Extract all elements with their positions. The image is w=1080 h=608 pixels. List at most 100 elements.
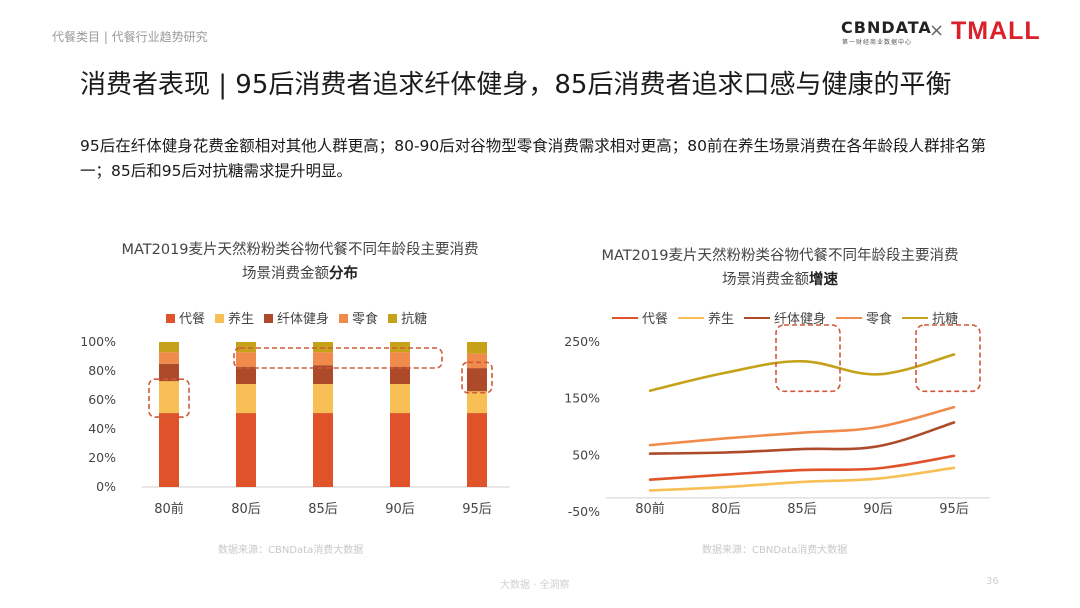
bar-chart-title: MAT2019麦片天然粉粉类谷物代餐不同年龄段主要消费场景消费金额分布 <box>120 238 480 286</box>
legend-label: 代餐 <box>179 312 206 327</box>
bar-segment-抗糖 <box>467 342 487 354</box>
bar-x-tick-label: 85后 <box>308 502 338 517</box>
legend-label: 养生 <box>708 312 735 327</box>
legend-item: 代餐 <box>166 308 205 327</box>
tmall-logo: TMALL <box>951 17 1041 45</box>
legend-label: 零食 <box>866 312 893 327</box>
bar-segment-抗糖 <box>159 342 179 353</box>
line-y-tick-label: 50% <box>572 447 600 462</box>
legend-swatch <box>836 317 863 319</box>
legend-swatch <box>215 314 225 323</box>
legend-swatch <box>744 317 771 319</box>
line-x-tick-label: 90后 <box>863 502 893 517</box>
bar-segment-养生 <box>236 384 256 414</box>
legend-item: 零食 <box>339 308 378 327</box>
bar-segment-零食 <box>236 352 256 367</box>
line-y-tick-label: 250% <box>564 334 600 349</box>
bar-chart-title-main: MAT2019麦片天然粉粉类谷物代餐不同年龄段主要消费场景消费金额 <box>121 242 479 282</box>
line-x-tick-label: 85后 <box>787 502 817 517</box>
bar-x-tick-label: 95后 <box>462 502 492 517</box>
legend-swatch <box>388 314 398 323</box>
bar-segment-养生 <box>467 391 487 414</box>
line-y-tick-label: -50% <box>568 504 600 519</box>
legend-label: 代餐 <box>642 312 669 327</box>
legend-item: 纤体健身 <box>264 308 329 327</box>
bar-segment-代餐 <box>467 413 487 487</box>
bar-x-tick-label: 80后 <box>231 502 261 517</box>
legend-swatch <box>264 314 274 323</box>
line-x-tick-label: 80前 <box>635 501 665 517</box>
bar-y-tick-label: 40% <box>88 421 116 436</box>
bar-segment-代餐 <box>313 413 333 487</box>
bar-segment-代餐 <box>159 413 179 487</box>
bar-highlight-box <box>233 347 443 369</box>
bar-chart-title-bold: 分布 <box>329 266 358 282</box>
legend-item: 纤体健身 <box>744 308 826 327</box>
line-highlight-box <box>775 324 841 393</box>
slide-title: 消费者表现 | 95后消费者追求纤体健身，85后消费者追求口感与健康的平衡 <box>80 70 952 100</box>
logo-separator: × <box>929 20 945 41</box>
line-series-零食 <box>648 405 956 447</box>
legend-swatch <box>166 314 175 323</box>
cbndata-logo-subtitle: 第一财经商业数据中心 <box>842 39 913 46</box>
line-x-tick-label: 80后 <box>711 502 741 517</box>
bar-segment-零食 <box>467 353 487 369</box>
line-chart-title: MAT2019麦片天然粉粉类谷物代餐不同年龄段主要消费场景消费金额增速 <box>600 244 960 292</box>
legend-label: 养生 <box>228 312 255 327</box>
bar-highlight-box <box>461 361 493 394</box>
bar-segment-纤体健身 <box>236 366 256 385</box>
bar-segment-纤体健身 <box>159 363 179 382</box>
slide-footer: 大数据 · 全洞察 <box>500 580 570 591</box>
bar-segment-养生 <box>159 381 179 414</box>
legend-item: 代餐 <box>612 308 668 327</box>
bar-x-tick-label: 90后 <box>385 502 415 517</box>
bar-segment-抗糖 <box>236 342 256 353</box>
bar-y-tick-label: 100% <box>80 334 116 349</box>
bar-y-tick-label: 60% <box>88 392 116 407</box>
bar-y-tick-label: 20% <box>88 450 116 465</box>
bar-segment-代餐 <box>390 413 410 487</box>
line-series-纤体健身 <box>648 421 956 455</box>
line-series-代餐 <box>648 454 956 481</box>
bar-y-tick-label: 80% <box>88 363 116 378</box>
bar-highlight-box <box>148 378 190 418</box>
slide-summary: 95后在纤体健身花费金额相对其他人群更高；80-90后对谷物型零食消费需求相对更… <box>80 137 986 180</box>
legend-swatch <box>902 317 929 319</box>
line-y-tick-label: 150% <box>564 391 600 406</box>
bar-segment-零食 <box>159 352 179 364</box>
bar-segment-纤体健身 <box>313 365 333 385</box>
legend-swatch <box>678 317 705 319</box>
line-x-tick-label: 95后 <box>939 502 969 517</box>
page-number: 36 <box>986 576 999 587</box>
bar-segment-代餐 <box>236 413 256 487</box>
bar-segment-养生 <box>390 384 410 414</box>
line-highlight-box <box>915 324 981 393</box>
bar-segment-纤体健身 <box>390 366 410 385</box>
line-series-抗糖 <box>648 353 956 393</box>
line-series-养生 <box>648 466 956 492</box>
bar-segment-纤体健身 <box>467 368 487 392</box>
breadcrumb: 代餐类目 | 代餐行业趋势研究 <box>52 30 208 44</box>
bar-y-tick-label: 0% <box>96 479 116 494</box>
bar-segment-零食 <box>390 352 410 367</box>
line-chart-title-main: MAT2019麦片天然粉粉类谷物代餐不同年龄段主要消费场景消费金额 <box>601 248 959 288</box>
legend-item: 抗糖 <box>902 308 958 327</box>
legend-swatch <box>612 317 638 319</box>
legend-label: 零食 <box>352 312 379 327</box>
bar-segment-抗糖 <box>390 342 410 353</box>
bar-chart-legend: 代餐 养生 纤体健身 零食 抗糖 <box>166 308 437 327</box>
legend-item: 抗糖 <box>388 308 427 327</box>
bar-chart-source: 数据来源：CBNData消费大数据 <box>218 545 364 556</box>
legend-item: 零食 <box>836 308 892 327</box>
line-chart-source: 数据来源：CBNData消费大数据 <box>702 545 848 556</box>
bar-segment-养生 <box>313 384 333 414</box>
legend-item: 养生 <box>678 308 734 327</box>
cbndata-logo: CBNDATA <box>841 18 932 37</box>
legend-label: 纤体健身 <box>774 312 827 327</box>
legend-label: 纤体健身 <box>277 312 330 327</box>
bar-x-tick-label: 80前 <box>154 501 184 517</box>
bar-segment-抗糖 <box>313 342 333 353</box>
bar-segment-零食 <box>313 352 333 366</box>
line-chart-legend: 代餐 养生 纤体健身 零食 抗糖 <box>612 308 968 327</box>
